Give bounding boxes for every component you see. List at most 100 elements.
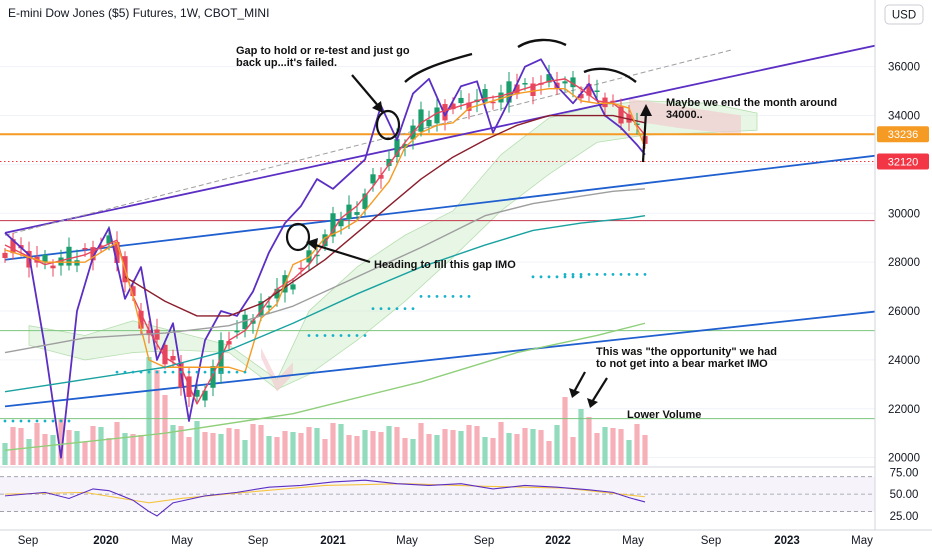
signal-dot	[35, 419, 39, 423]
head-shoulders-arc	[404, 52, 473, 83]
signal-dot	[643, 272, 647, 276]
trendline	[4, 148, 926, 261]
price-badge	[877, 126, 929, 143]
signal-dot	[331, 334, 335, 337]
signal-dot	[603, 272, 607, 276]
candle-body	[610, 100, 616, 103]
signal-dot	[563, 275, 567, 279]
signal-dot	[315, 334, 319, 337]
arrow-head	[640, 104, 652, 116]
candle-body	[266, 305, 272, 308]
indicator-line	[4, 215, 646, 393]
signal-dot	[587, 272, 591, 276]
candle-body	[210, 366, 216, 388]
signal-dot	[203, 370, 207, 374]
signal-dot	[563, 272, 567, 276]
volume-bar	[186, 437, 192, 465]
volume-bar	[410, 439, 416, 465]
candle-body	[546, 74, 552, 83]
candle-body	[170, 356, 176, 361]
volume-bar	[610, 428, 616, 465]
volume-bar	[362, 430, 368, 465]
trendline	[4, 305, 926, 408]
signal-dot	[19, 419, 23, 423]
signal-dot	[307, 334, 311, 337]
ichimoku-cloud	[28, 98, 758, 392]
price-badge	[877, 153, 929, 170]
volume-bar	[2, 443, 8, 465]
candle-body	[618, 106, 624, 124]
volume-bar	[594, 433, 600, 465]
candle-body	[402, 144, 408, 148]
volume-bar	[322, 439, 328, 465]
volume-bar	[442, 429, 448, 465]
candle-body	[562, 81, 568, 84]
signal-dot	[579, 272, 583, 276]
volume-bar	[490, 438, 496, 465]
rsi-tick-label: 75.00	[890, 467, 919, 479]
candle-body	[146, 329, 152, 336]
volume-bar	[74, 431, 80, 465]
signal-dot	[459, 294, 463, 298]
candle-body	[226, 341, 232, 345]
indicator-line	[4, 322, 646, 452]
cloud-area-bearish	[629, 98, 741, 136]
candle-body	[138, 310, 144, 329]
candle-body	[506, 81, 512, 103]
time-tick-label: May	[851, 535, 873, 547]
volume-bar	[338, 424, 344, 465]
signal-dot	[339, 334, 343, 337]
trendlines	[4, 34, 926, 408]
volume-bar	[602, 427, 608, 465]
volume-bar	[138, 435, 144, 465]
head-shoulders-arc	[517, 38, 567, 49]
volume-bar	[130, 434, 136, 465]
signal-dot	[235, 370, 239, 374]
signal-dot	[435, 294, 439, 298]
candle-body	[98, 245, 104, 248]
signal-dot	[627, 272, 631, 276]
volume-bar	[634, 424, 640, 465]
signal-dot	[147, 370, 151, 374]
candle-body	[530, 83, 536, 96]
signal-dot	[347, 334, 351, 337]
currency-button[interactable]: USD	[884, 4, 924, 25]
candle-body	[514, 84, 520, 95]
candle-body	[298, 267, 304, 270]
candle-body	[50, 265, 56, 269]
signal-dot	[531, 275, 535, 279]
volume-bar	[346, 435, 352, 465]
volume-bar	[154, 370, 160, 465]
signal-dot	[227, 370, 231, 374]
candle-body	[234, 330, 240, 333]
time-tick-label: 2022	[545, 535, 571, 547]
annotation-line: Gap to hold or re-test and just go	[236, 45, 410, 57]
signal-dots	[3, 272, 647, 423]
candle-body	[386, 158, 392, 166]
annotation-line: Maybe we end the month around	[666, 97, 837, 109]
signal-dot	[411, 307, 415, 310]
annotation-line: back up...it's failed.	[236, 57, 337, 69]
arrow-shaft	[573, 371, 586, 393]
signal-dot	[155, 370, 159, 374]
volume-bar	[90, 426, 96, 465]
volume-bar	[66, 430, 72, 465]
volume-bar	[210, 433, 216, 465]
time-tick-label: Sep	[474, 535, 494, 547]
price-tick-label: 36000	[888, 62, 920, 74]
signal-dot	[387, 307, 391, 310]
candle-body	[466, 102, 472, 111]
candle-body	[570, 77, 576, 88]
cloud-area-bearish	[261, 347, 293, 392]
price-axis-background	[875, 0, 932, 550]
signal-dot	[571, 272, 575, 276]
signal-dot	[11, 419, 15, 423]
candle-body	[154, 329, 160, 340]
volume-bar	[306, 427, 312, 465]
time-tick-label: Sep	[248, 535, 268, 547]
annotation-text: Lower Volume	[627, 409, 701, 421]
time-tick-label: 2021	[320, 535, 346, 547]
signal-dot	[571, 275, 575, 279]
